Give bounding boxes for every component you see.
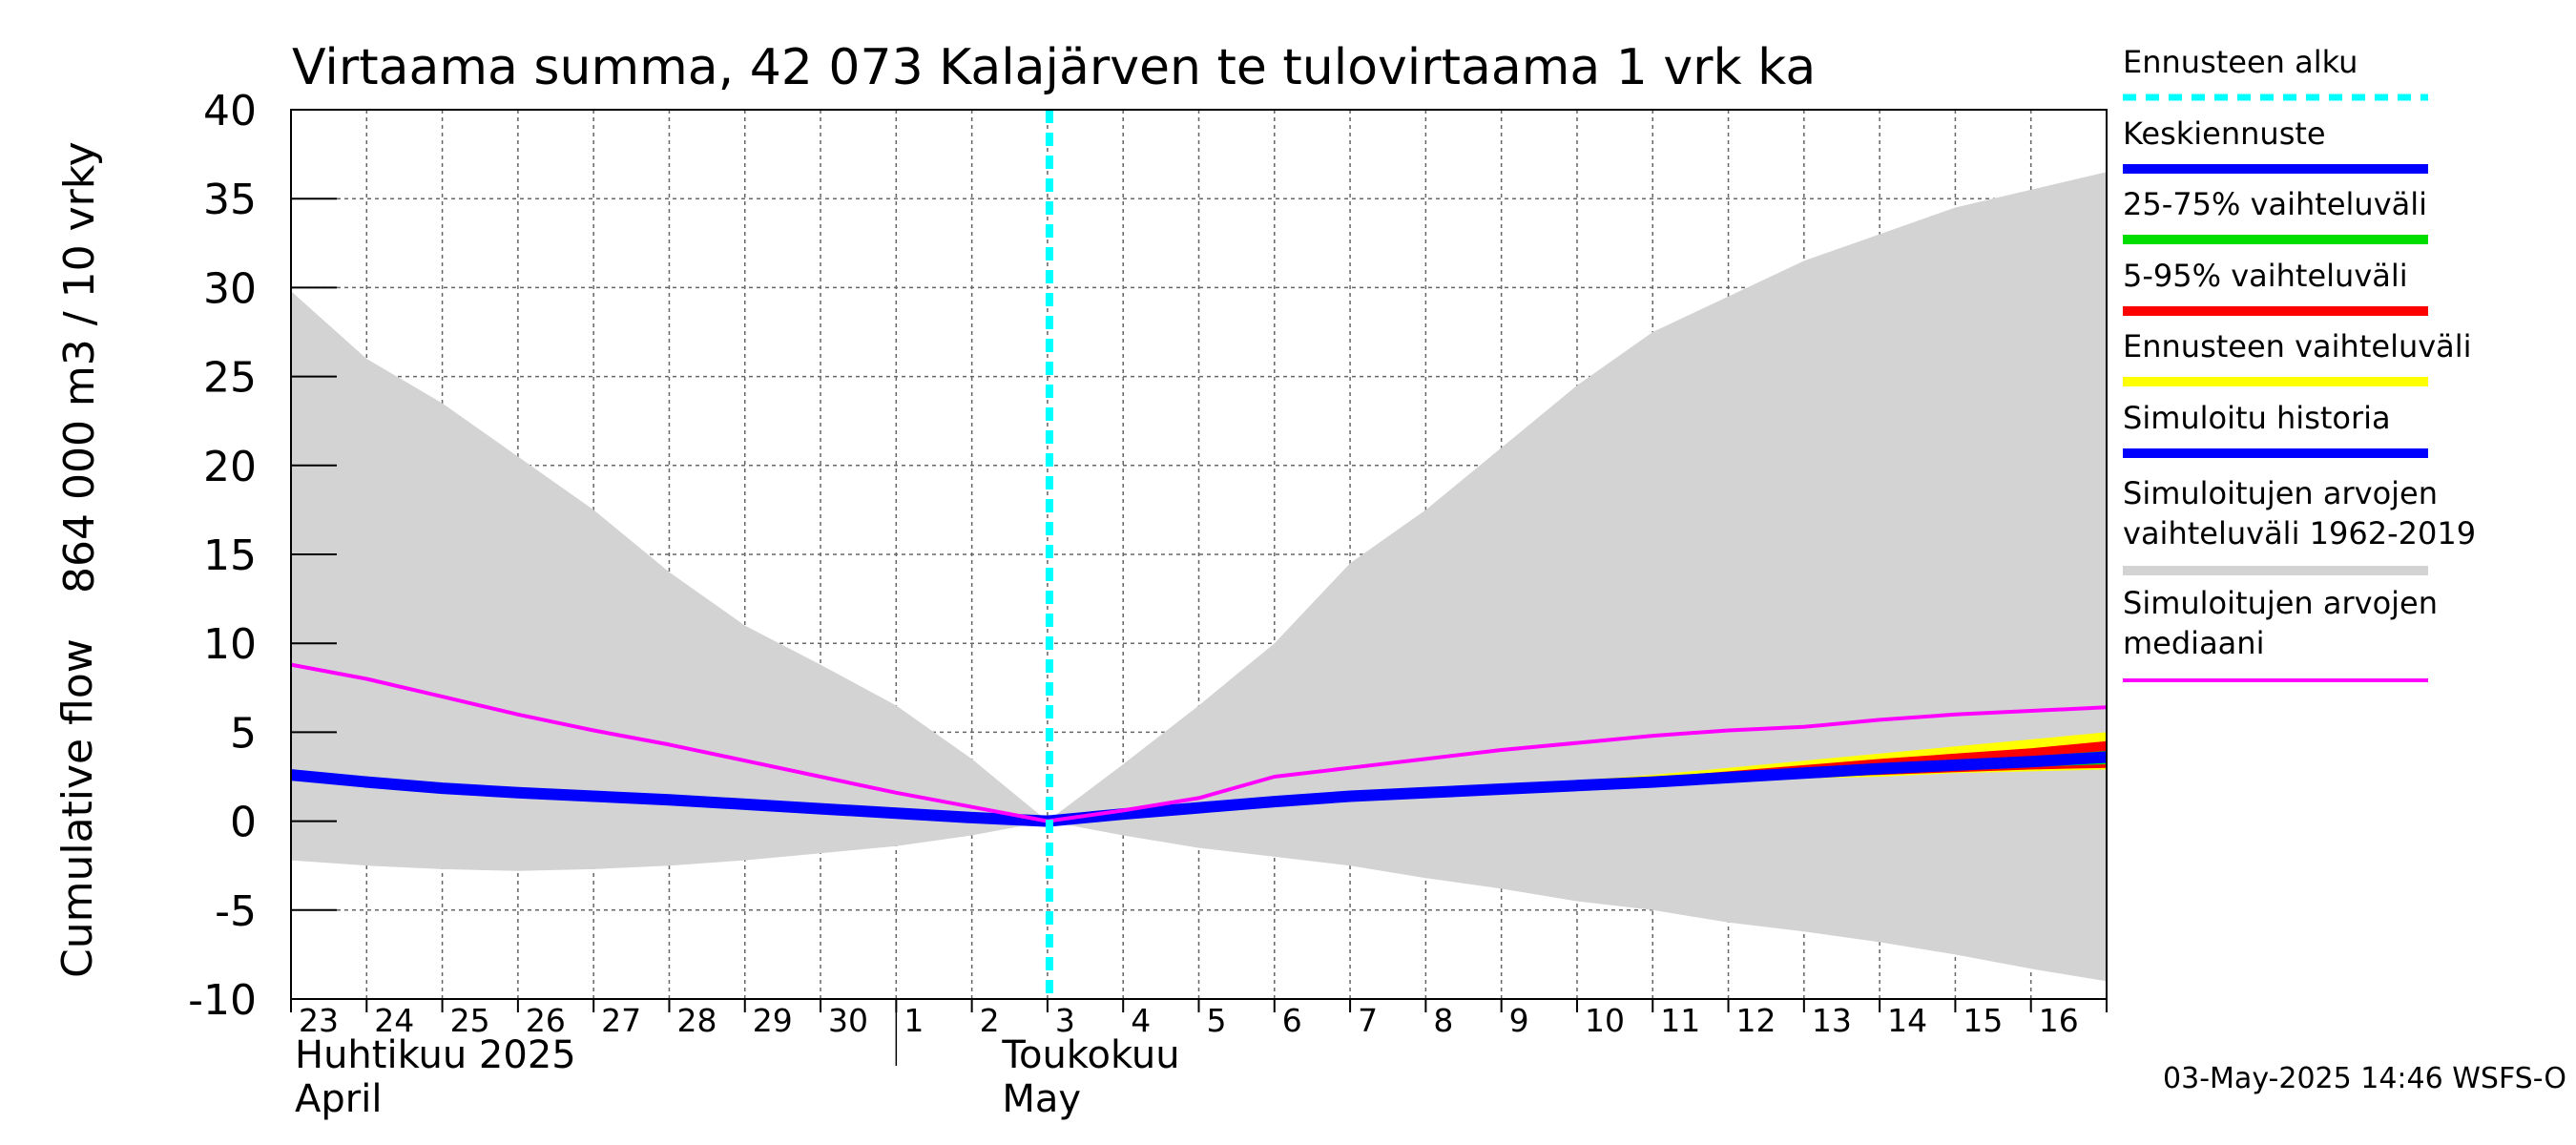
median-line (290, 662, 2108, 823)
y-axis-label-left: Cumulative flow (53, 638, 102, 978)
x-tick-label: 15 (1963, 1002, 2003, 1039)
x-tick-label: 4 (1131, 1002, 1151, 1039)
y-tick-label: 40 (203, 87, 257, 135)
y-tick-label: -5 (215, 887, 257, 936)
month-label-en: April (295, 1077, 382, 1121)
x-tick-label: 26 (526, 1002, 566, 1039)
x-tick-label: 2 (980, 1002, 1000, 1039)
x-tick-label: 25 (450, 1002, 490, 1039)
mean-forecast-line (1047, 751, 2108, 827)
x-tick-label: 14 (1887, 1002, 1927, 1039)
x-tick-label: 28 (676, 1002, 717, 1039)
x-tick-label: 27 (601, 1002, 641, 1039)
x-tick-label: 8 (1433, 1002, 1453, 1039)
y-tick-label: -10 (188, 976, 257, 1025)
x-tick-label: 9 (1509, 1002, 1529, 1039)
y-axis-label-right: 864 000 m3 / 10 vrky (55, 141, 104, 593)
legend-label: 25-75% vaihteluväli (2123, 186, 2427, 222)
month-label-fi: Toukokuu (1001, 1033, 1179, 1077)
y-tick-label: 10 (203, 620, 257, 669)
legend-label-2: vaihteluväli 1962-2019 (2123, 515, 2476, 552)
legend-label: Simuloitujen arvojen (2123, 475, 2438, 511)
x-tick-label: 12 (1736, 1002, 1776, 1039)
x-tick-label: 1 (904, 1002, 924, 1039)
timestamp: 03-May-2025 14:46 WSFS-O (2163, 1062, 2566, 1095)
y-tick-label: 20 (203, 443, 257, 491)
legend-label: 5-95% vaihteluväli (2123, 258, 2408, 294)
legend-label: Simuloitu historia (2123, 400, 2391, 436)
x-tick-label: 24 (374, 1002, 414, 1039)
x-tick-label: 11 (1660, 1002, 1700, 1039)
month-label-en: May (1002, 1077, 1081, 1121)
x-tick-label: 10 (1585, 1002, 1625, 1039)
x-tick-label: 29 (753, 1002, 793, 1039)
y-tick-label: 0 (230, 799, 257, 847)
x-tick-label: 16 (2039, 1002, 2079, 1039)
y-tick-label: 30 (203, 264, 257, 313)
x-axis: 23 24 25 26 27 28 29 30 1 2 3 4 5 6 7 8 9 10 11 12 13 14 15 16H… (290, 999, 2108, 1121)
legend-label: Ennusteen vaihteluväli (2123, 328, 2472, 364)
legend-label: Simuloitujen arvojen (2123, 585, 2438, 621)
y-tick-label: 35 (203, 176, 257, 224)
legend: Ennusteen alku Keskiennuste 25-75% vaihtel… (2123, 44, 2476, 682)
legend-label: Ennusteen alku (2123, 44, 2358, 80)
legend-label-2: mediaani (2123, 625, 2264, 661)
x-tick-label: 13 (1812, 1002, 1852, 1039)
y-tick-label: 25 (203, 354, 257, 403)
y-axis: -10 -5 0 5 10 15 20 25 30 35 40 (188, 87, 337, 1025)
x-tick-label: 5 (1207, 1002, 1227, 1039)
x-tick-label: 23 (299, 1002, 339, 1039)
x-tick-label: 3 (1055, 1002, 1075, 1039)
x-tick-label: 30 (828, 1002, 868, 1039)
month-label-fi: Huhtikuu 2025 (295, 1033, 576, 1077)
chart-title: Virtaama summa, 42 073 Kalajärven te tul… (292, 39, 1816, 96)
simulated-history-line (290, 769, 1049, 827)
y-tick-label: 15 (203, 531, 257, 580)
x-tick-label: 6 (1282, 1002, 1302, 1039)
legend-label: Keskiennuste (2123, 115, 2326, 152)
plot-area (290, 109, 2108, 1000)
x-tick-label: 7 (1358, 1002, 1378, 1039)
y-tick-label: 5 (230, 709, 257, 758)
